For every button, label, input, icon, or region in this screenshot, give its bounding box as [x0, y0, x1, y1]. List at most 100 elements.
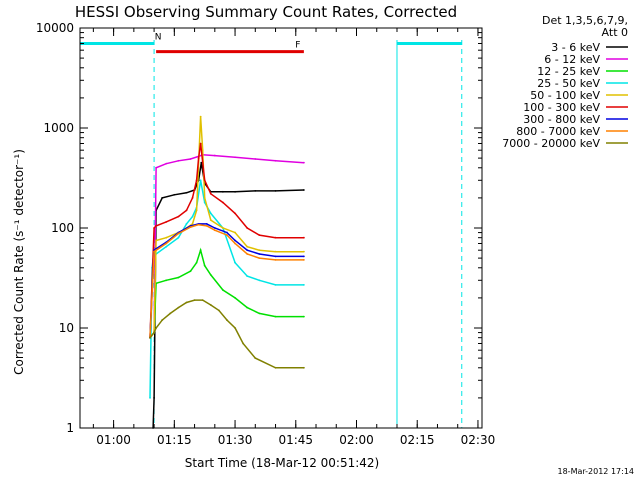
- series-point-3: [177, 236, 180, 239]
- series-point-7: [197, 223, 200, 226]
- series-point-6: [205, 222, 208, 225]
- series-point-4: [246, 245, 249, 248]
- series-point-5: [258, 234, 261, 236]
- series-point-8: [201, 299, 204, 302]
- series-point-4: [199, 115, 202, 118]
- series-point-5: [246, 227, 249, 229]
- series-point-4: [155, 239, 158, 242]
- series-point-8: [193, 299, 196, 302]
- series-point-8: [302, 366, 305, 369]
- series-point-7: [246, 253, 249, 255]
- series-point-7: [213, 229, 216, 232]
- series-point-3: [246, 275, 249, 278]
- series-point-4: [165, 236, 168, 239]
- x-axis-label: Start Time (18-Mar-12 00:51:42): [185, 456, 379, 470]
- x-tick-label: 01:45: [278, 433, 313, 447]
- series-point-6: [246, 249, 249, 252]
- flag-label-F: F: [295, 41, 300, 51]
- series-point-2: [189, 270, 192, 273]
- legend-label-5: 100 - 300 keV: [523, 101, 600, 114]
- x-tick-label: 02:30: [461, 433, 496, 447]
- series-point-7: [189, 226, 192, 229]
- legend-label-3: 25 - 50 keV: [537, 77, 600, 90]
- series-point-1: [189, 158, 192, 160]
- series-point-8: [217, 309, 220, 312]
- axes: 1 10 100 1000 10000 01:00 01:15 01:30 01:45 02:00…: [36, 21, 495, 447]
- series-point-2: [274, 315, 277, 318]
- legend-label-2: 12 - 25 keV: [537, 65, 600, 78]
- series-point-5: [195, 179, 198, 182]
- series-point-5: [155, 224, 158, 227]
- series-point-8: [177, 306, 180, 309]
- series-point-1: [234, 156, 236, 159]
- series-point-7: [177, 232, 180, 235]
- legend-label-7: 800 - 7000 keV: [516, 125, 600, 138]
- series-point-8: [226, 319, 228, 321]
- series-point-1: [155, 166, 158, 169]
- series-point-5: [185, 209, 188, 212]
- series-point-5: [274, 236, 277, 239]
- series-point-5: [234, 212, 236, 215]
- series-point-7: [274, 258, 277, 261]
- plot-area: NF: [79, 32, 463, 429]
- series-point-5: [203, 179, 206, 182]
- y-tick-label: 1: [66, 421, 74, 435]
- series-point-3: [258, 279, 261, 282]
- series-point-5: [177, 215, 180, 218]
- y-tick-label: 100: [51, 221, 74, 235]
- series-point-4: [191, 222, 194, 225]
- series-point-2: [177, 276, 180, 279]
- y-tick-label: 1000: [43, 121, 74, 135]
- series-point-2: [165, 279, 168, 282]
- series-point-6: [234, 239, 236, 242]
- series-point-4: [203, 196, 206, 199]
- series-point-5: [222, 201, 224, 204]
- series-point-8: [234, 327, 236, 329]
- series-point-0: [222, 190, 224, 193]
- legend-title-line-1: Det 1,3,5,6,7,9,: [542, 14, 628, 27]
- series-point-2: [195, 261, 198, 264]
- series-point-2: [222, 289, 224, 291]
- series-point-1: [302, 161, 305, 164]
- series-point-5: [302, 236, 305, 239]
- series-point-7: [153, 250, 155, 253]
- series-point-5: [209, 192, 212, 195]
- series-point-4: [201, 149, 204, 152]
- series-point-1: [254, 158, 257, 160]
- series-point-8: [161, 319, 164, 321]
- series-point-3: [234, 261, 236, 264]
- series-point-1: [213, 154, 216, 157]
- timestamp-footer: 18-Mar-2012 17:14: [557, 467, 635, 476]
- series-point-2: [209, 273, 212, 276]
- series-point-4: [195, 209, 198, 212]
- series-line-4: [149, 116, 304, 339]
- series-point-2: [302, 315, 305, 318]
- series-point-2: [258, 312, 261, 315]
- series-point-7: [302, 258, 305, 261]
- series-point-3: [191, 215, 194, 218]
- series-point-3: [209, 212, 212, 215]
- series-point-3: [165, 245, 168, 248]
- x-tick-label: 01:15: [157, 433, 192, 447]
- series-point-6: [213, 227, 216, 229]
- y-axis-label: Corrected Count Rate (s⁻¹ detector⁻¹): [12, 149, 26, 375]
- series-point-0: [173, 193, 176, 196]
- series-point-6: [274, 255, 277, 258]
- series-point-8: [149, 336, 151, 339]
- series-point-7: [226, 234, 228, 236]
- series-point-7: [258, 257, 261, 260]
- series-point-8: [169, 312, 172, 315]
- x-tick-label: 01:00: [96, 433, 131, 447]
- legend-title-line-2: Att 0: [602, 26, 628, 39]
- y-tick-label: 10000: [36, 21, 74, 35]
- series-point-5: [197, 157, 200, 160]
- series-point-5: [191, 196, 194, 199]
- flag-label-N: N: [155, 32, 162, 42]
- series-point-8: [242, 342, 245, 345]
- series-point-0: [234, 190, 236, 193]
- series-point-0: [274, 189, 277, 192]
- series-point-4: [209, 219, 212, 221]
- series-line-5: [149, 143, 304, 338]
